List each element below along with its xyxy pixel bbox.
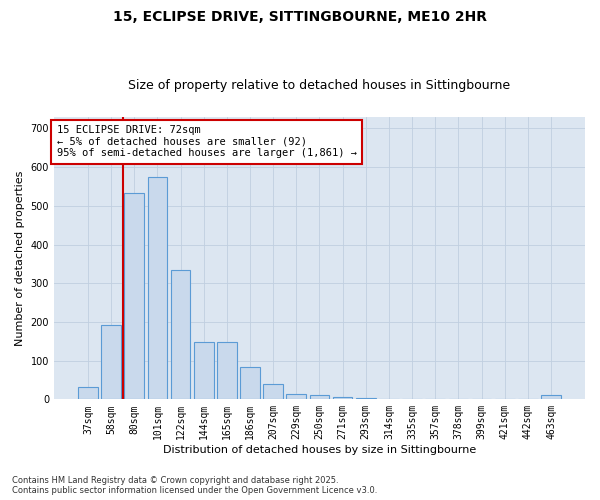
Bar xyxy=(379,398,399,400)
Title: Size of property relative to detached houses in Sittingbourne: Size of property relative to detached ho… xyxy=(128,79,511,92)
Bar xyxy=(101,325,121,400)
Bar xyxy=(541,394,561,400)
Text: 15 ECLIPSE DRIVE: 72sqm
← 5% of detached houses are smaller (92)
95% of semi-det: 15 ECLIPSE DRIVE: 72sqm ← 5% of detached… xyxy=(56,126,356,158)
X-axis label: Distribution of detached houses by size in Sittingbourne: Distribution of detached houses by size … xyxy=(163,445,476,455)
Bar xyxy=(217,342,236,400)
Bar xyxy=(263,384,283,400)
Bar xyxy=(310,396,329,400)
Bar xyxy=(78,386,98,400)
Bar xyxy=(148,177,167,400)
Text: Contains HM Land Registry data © Crown copyright and database right 2025.
Contai: Contains HM Land Registry data © Crown c… xyxy=(12,476,377,495)
Y-axis label: Number of detached properties: Number of detached properties xyxy=(15,170,25,346)
Bar xyxy=(240,367,260,400)
Bar xyxy=(425,398,445,400)
Bar xyxy=(356,398,376,400)
Bar xyxy=(286,394,306,400)
Text: 15, ECLIPSE DRIVE, SITTINGBOURNE, ME10 2HR: 15, ECLIPSE DRIVE, SITTINGBOURNE, ME10 2… xyxy=(113,10,487,24)
Bar xyxy=(194,342,214,400)
Bar xyxy=(170,270,190,400)
Bar xyxy=(333,398,352,400)
Bar xyxy=(124,193,144,400)
